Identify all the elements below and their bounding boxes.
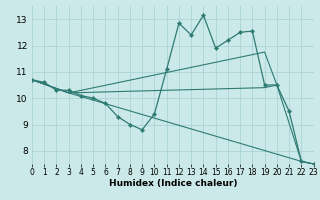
X-axis label: Humidex (Indice chaleur): Humidex (Indice chaleur) bbox=[108, 179, 237, 188]
